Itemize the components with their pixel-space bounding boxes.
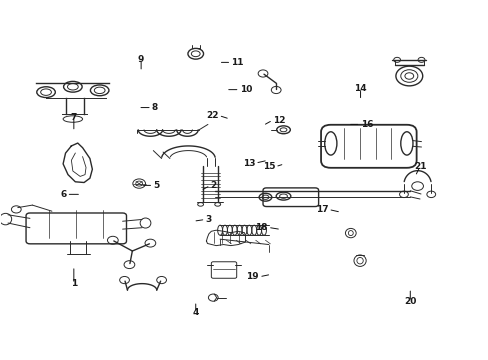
Text: 20: 20 xyxy=(403,297,416,306)
Text: 14: 14 xyxy=(353,84,366,93)
Text: 10: 10 xyxy=(239,85,251,94)
Text: 2: 2 xyxy=(210,181,216,190)
Text: 12: 12 xyxy=(272,116,285,125)
Text: 4: 4 xyxy=(192,308,199,317)
Text: 1: 1 xyxy=(71,279,77,288)
Text: 21: 21 xyxy=(413,162,426,171)
Text: 22: 22 xyxy=(206,111,218,120)
Text: 17: 17 xyxy=(315,205,328,214)
Text: 8: 8 xyxy=(152,103,158,112)
Text: 16: 16 xyxy=(360,120,372,129)
Text: 9: 9 xyxy=(138,55,144,64)
Text: 7: 7 xyxy=(70,113,77,122)
Text: 6: 6 xyxy=(60,190,66,199)
Text: 3: 3 xyxy=(205,215,211,224)
Text: 5: 5 xyxy=(153,181,159,190)
Text: 11: 11 xyxy=(231,58,244,67)
Text: 18: 18 xyxy=(255,223,267,232)
Text: 19: 19 xyxy=(246,272,259,281)
Text: 15: 15 xyxy=(262,162,275,171)
Text: 13: 13 xyxy=(242,159,255,168)
